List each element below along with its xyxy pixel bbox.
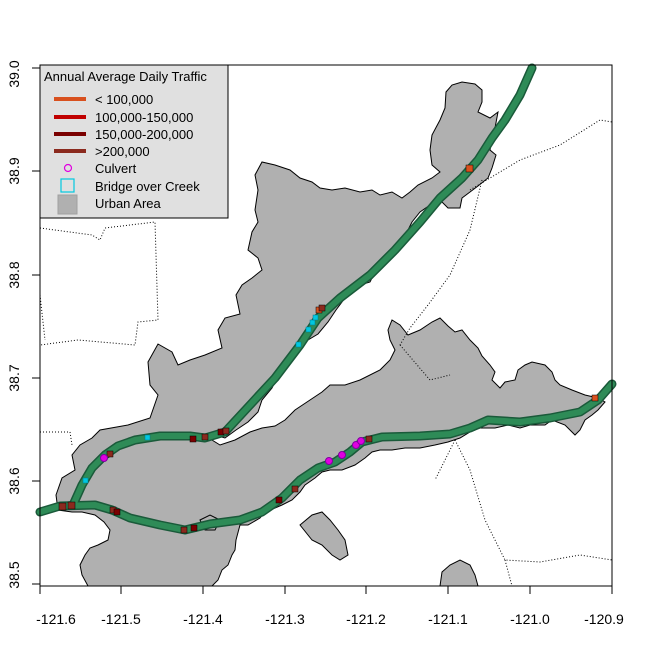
- x-tick-label: -121.6: [36, 611, 76, 627]
- legend: Annual Average Daily Traffic < 100,000 1…: [39, 64, 229, 219]
- x-tick-labels: -121.6 -121.5 -121.4 -121.3 -121.2 -121.…: [36, 611, 624, 627]
- traffic-markers: [58, 164, 599, 534]
- x-tick-label: -121.1: [428, 611, 468, 627]
- traffic-marker: [275, 496, 283, 504]
- bridge-marker: [309, 319, 316, 326]
- legend-swatch-culvert: [63, 163, 73, 173]
- boundary-line: [504, 559, 513, 587]
- y-tick-label: 39.0: [6, 60, 22, 87]
- legend-label: Culvert: [95, 161, 137, 176]
- bridge-marker: [312, 314, 319, 321]
- boundary-line: [40, 431, 73, 446]
- legend-label: >200,000: [95, 144, 150, 159]
- traffic-marker: [365, 435, 373, 443]
- culvert-marker: [338, 451, 346, 459]
- highway-south-fill: [37, 381, 615, 533]
- county-boundaries: [39, 119, 613, 587]
- legend-title: Annual Average Daily Traffic: [44, 69, 207, 84]
- legend-swatch-bridge: [60, 178, 75, 193]
- boundary-line: [434, 439, 456, 481]
- y-tick-label: 38.5: [6, 561, 22, 588]
- culverts: [100, 437, 365, 465]
- traffic-marker: [67, 501, 76, 510]
- boundary-line: [399, 179, 483, 346]
- urban-area-south: [439, 559, 479, 587]
- traffic-marker: [106, 450, 114, 458]
- x-tick-label: -121.0: [510, 611, 550, 627]
- y-tick-label: 38.6: [6, 467, 22, 494]
- boundary-line: [454, 439, 613, 563]
- traffic-marker: [291, 485, 299, 493]
- y-tick-labels: 38.5 38.6 38.7 38.8 38.9 39.0: [6, 60, 22, 588]
- culvert-marker: [325, 457, 333, 465]
- legend-label: Urban Area: [95, 196, 162, 211]
- bridge-marker: [295, 341, 302, 348]
- urban-area-east: [299, 511, 349, 561]
- x-tick-label: -121.2: [346, 611, 386, 627]
- bridges: [82, 314, 319, 484]
- y-tick-label: 38.8: [6, 261, 22, 288]
- boundary-line: [39, 221, 159, 346]
- x-tick-label: -121.5: [101, 611, 141, 627]
- traffic-marker: [113, 508, 121, 516]
- legend-label: Bridge over Creek: [95, 179, 200, 194]
- traffic-marker: [189, 435, 197, 443]
- traffic-marker: [201, 433, 209, 441]
- x-axis: [39, 585, 613, 594]
- traffic-marker: [180, 526, 188, 534]
- x-tick-label: -121.3: [265, 611, 305, 627]
- legend-swatch-urban: [57, 194, 78, 215]
- legend-label: 100,000-150,000: [95, 110, 193, 125]
- culvert-marker: [357, 437, 365, 445]
- traffic-marker: [58, 502, 67, 511]
- y-tick-label: 38.9: [6, 157, 22, 184]
- culvert-marker: [100, 454, 108, 462]
- bridge-marker: [144, 434, 151, 441]
- bridge-marker: [82, 477, 89, 484]
- traffic-marker: [222, 427, 230, 435]
- traffic-marker: [190, 524, 198, 532]
- x-tick-label: -120.9: [584, 611, 624, 627]
- legend-label: < 100,000: [95, 92, 153, 107]
- traffic-marker: [591, 394, 599, 402]
- boundary-line: [399, 344, 451, 381]
- y-tick-label: 38.7: [6, 364, 22, 391]
- bridge-marker: [305, 326, 312, 333]
- traffic-marker: [465, 164, 474, 173]
- boundary-line: [39, 294, 46, 341]
- x-tick-label: -121.4: [183, 611, 223, 627]
- legend-label: 150,000-200,000: [95, 127, 193, 142]
- urban-area-main: [55, 81, 606, 587]
- traffic-marker: [318, 304, 326, 312]
- urban-areas: [55, 81, 606, 587]
